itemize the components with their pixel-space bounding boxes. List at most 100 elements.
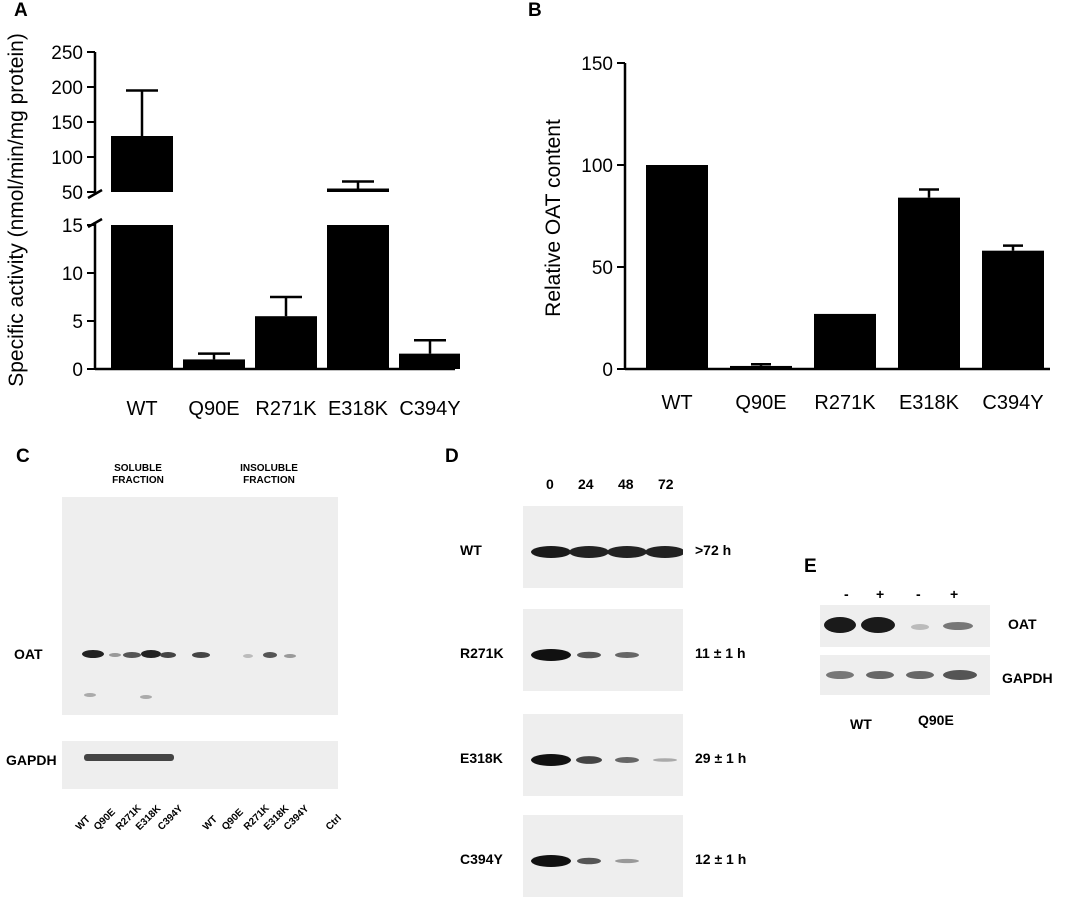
group-label-wt-e: WT [850,716,872,732]
y-tick-label: 50 [62,183,83,204]
panel-letter-d: D [445,446,459,467]
sample-label: R271K [460,645,504,661]
x-tick-label: E318K [328,398,389,420]
timepoint-label: 72 [658,476,674,492]
y-tick-label: 150 [51,113,83,134]
gapdh-row-label-e: GAPDH [1002,670,1053,686]
oat-row-label-e: OAT [1008,616,1037,632]
insoluble-fraction-label: INSOLUBLE FRACTION [240,463,298,486]
x-tick-label: WT [126,398,157,420]
blot-strip [523,714,683,796]
timepoints-d: 0 24 48 72 [530,476,690,496]
chart-b: 0 50 100 150 Relative OAT content WT Q90E R271K… [542,54,1050,414]
oat-bands-e [824,617,973,633]
half-life-label: 12 ± 1 h [695,851,747,867]
bar [327,225,389,369]
band [607,546,647,558]
gapdh-blot-e [820,655,990,695]
bar [183,359,245,369]
gapdh-bands-e [826,670,977,680]
x-tick-label: Q90E [188,398,239,420]
band [576,756,602,764]
x-tick-label: E318K [899,392,960,414]
half-life-label: 11 ± 1 h [695,645,746,661]
treatments-e: - + - + [820,586,980,606]
y-axis-title: Relative OAT content [542,119,565,317]
lane-label: Q90E [92,806,118,833]
y-tick-label: 10 [62,264,83,285]
bar [814,313,876,369]
oat-bands-c [82,650,296,699]
blot-rows-d: WT >72 h R271K 11 ± 1 h E318K 29 ± 1 h C394Y 12… [450,503,770,900]
timepoint-label: 48 [618,476,634,492]
blot-bands [531,754,677,766]
blot-strip [523,609,683,691]
bar [255,316,317,369]
blot-bands [531,855,639,867]
lane-labels-c: WT Q90E R271K E318K C394Y WT Q90E R271K E318K C39… [62,795,344,845]
bar [898,197,960,369]
panel-letter-e: E [804,556,817,577]
blot-bands [531,649,639,661]
blot-strip [523,506,685,588]
blot-strip [523,815,683,897]
treatment-sign: + [950,586,959,602]
y-tick-label: 0 [72,360,83,381]
timepoint-label: 0 [546,476,554,492]
chart-a: 0 5 10 15 50 100 150 200 250 Specific activity (n… [5,33,460,420]
band [653,758,677,762]
y-tick-label: 50 [592,258,613,279]
oat-row-label-c: OAT [14,646,43,662]
lane-label: WT [74,814,93,833]
y-tick-label: 150 [581,54,613,75]
y-tick-label: 15 [62,216,83,237]
panel-letter-c: C [16,446,30,467]
sample-label: C394Y [460,851,503,867]
panel-letter-b: B [528,0,542,21]
band [615,858,639,864]
band [569,546,609,558]
band [531,855,571,867]
band [531,754,571,766]
soluble-fraction-label: SOLUBLE FRACTION [112,463,164,486]
band [645,546,685,558]
gapdh-blot-c [62,741,338,789]
bar [111,225,173,369]
oat-blot-e [820,605,990,647]
bar [646,165,708,369]
y-tick-label: 5 [72,312,83,333]
bar-upper-segment [327,188,389,192]
band [577,857,601,865]
blot-bands [531,546,685,558]
x-tick-label: C394Y [399,398,460,420]
sample-label: E318K [460,750,503,766]
half-life-label: 29 ± 1 h [695,750,747,766]
axis-break-mark [87,188,103,200]
bar [399,353,460,369]
y-tick-label: 100 [51,148,83,169]
x-tick-label: C394Y [982,392,1043,414]
y-tick-label: 250 [51,43,83,64]
x-tick-label: WT [661,392,692,414]
gapdh-bands-c [84,754,174,761]
y-tick-label: 100 [581,156,613,177]
band [531,649,571,661]
band [615,652,639,658]
bar-upper-segment [111,136,173,192]
x-tick-label: R271K [255,398,317,420]
treatment-sign: + [876,586,885,602]
band [615,757,639,763]
lane-label: Q90E [220,806,246,833]
group-label-q90e-e: Q90E [918,712,954,728]
bar [982,250,1044,369]
gapdh-row-label-c: GAPDH [6,752,57,768]
oat-blot-c [62,497,338,715]
treatment-sign: - [916,586,921,602]
band [577,651,601,659]
half-life-label: >72 h [695,542,732,558]
timepoint-label: 24 [578,476,594,492]
y-tick-label: 0 [602,360,613,381]
y-axis-title: Specific activity (nmol/min/mg protein) [5,33,28,387]
x-tick-label: R271K [814,392,876,414]
treatment-sign: - [844,586,849,602]
